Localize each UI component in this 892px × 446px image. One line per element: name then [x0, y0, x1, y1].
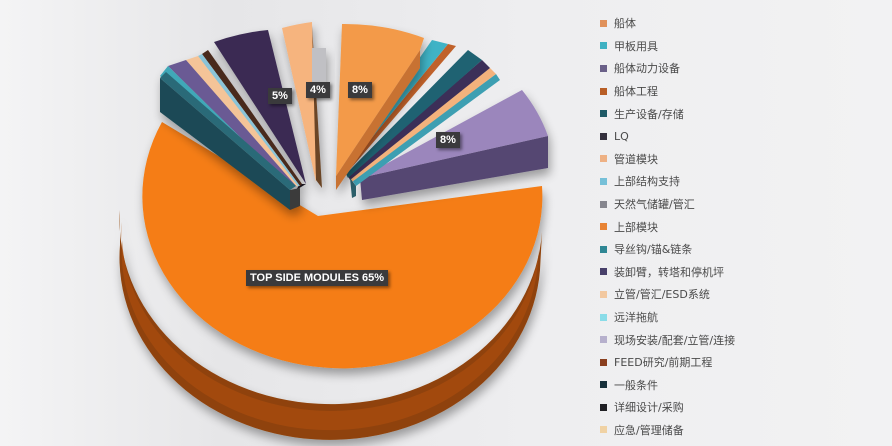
- legend-marker: [600, 177, 607, 185]
- legend-label: 上部结构支持: [614, 175, 680, 189]
- legend-label: FEED研究/前期工程: [614, 356, 713, 370]
- legend-label: LQ: [614, 129, 629, 143]
- legend-marker: [600, 268, 607, 276]
- label-hull: 8%: [348, 82, 372, 98]
- pie-chart: TOP SIDE MODULES 65% 8% 8% 5% 4%: [119, 22, 548, 440]
- legend-label: 船体动力设备: [614, 62, 680, 76]
- slice-piping-modules: [282, 22, 326, 188]
- legend-item: 立管/管汇/ESD系统: [600, 283, 890, 306]
- legend-label: 详细设计/采购: [614, 401, 684, 415]
- legend-marker: [600, 358, 607, 366]
- legend-item: 上部模块: [600, 215, 890, 238]
- legend-label: 装卸臂，转塔和停机坪: [614, 265, 724, 279]
- legend-label: 上部模块: [614, 220, 658, 234]
- legend-marker: [600, 290, 607, 298]
- legend-label: 天然气储罐/管汇: [614, 198, 695, 212]
- legend-label: 一般条件: [614, 378, 658, 392]
- slice-hull: [336, 23, 424, 190]
- legend-marker: [600, 110, 607, 118]
- legend-marker: [600, 426, 607, 434]
- legend-marker: [600, 42, 607, 50]
- legend-label: 船体: [614, 17, 636, 31]
- legend-marker: [600, 132, 607, 140]
- legend-item: 应急/管理储备: [600, 419, 890, 442]
- label-lq: 5%: [268, 88, 292, 104]
- legend-item: 一般条件: [600, 374, 890, 397]
- legend-item: 远洋拖航: [600, 306, 890, 329]
- legend-label: 管道模块: [614, 152, 658, 166]
- legend-marker: [600, 313, 607, 321]
- legend-label: 生产设备/存储: [614, 107, 684, 121]
- legend-marker: [600, 223, 607, 231]
- legend-item: 管道模块: [600, 148, 890, 171]
- label-site-installation: 8%: [436, 132, 460, 148]
- legend-label: 现场安装/配套/立管/连接: [614, 333, 736, 347]
- legend-marker: [600, 381, 607, 389]
- legend-marker: [600, 155, 607, 163]
- legend-label: 船体工程: [614, 85, 658, 99]
- legend-item: 甲板用具: [600, 35, 890, 58]
- legend-label: 立管/管汇/ESD系统: [614, 288, 710, 302]
- legend-item: 装卸臂，转塔和停机坪: [600, 261, 890, 284]
- legend-item: LQ: [600, 125, 890, 148]
- pie-chart-graphic: [119, 22, 548, 440]
- legend-label: 应急/管理储备: [614, 423, 684, 437]
- legend-marker: [600, 403, 607, 411]
- legend-marker: [600, 87, 607, 95]
- legend-label: 甲板用具: [614, 39, 658, 53]
- slices-small-left: [160, 50, 302, 210]
- legend-item: 船体动力设备: [600, 57, 890, 80]
- slice-top-side-modules: [119, 122, 543, 440]
- legend-label: 导丝钩/锚&链条: [614, 243, 693, 257]
- label-top-side-modules: TOP SIDE MODULES 65%: [246, 270, 389, 286]
- legend-marker: [600, 19, 607, 27]
- legend-item: 船体工程: [600, 80, 890, 103]
- legend-marker: [600, 64, 607, 72]
- legend-item: 船体: [600, 12, 890, 35]
- legend-marker: [600, 245, 607, 253]
- legend-item: 详细设计/采购: [600, 396, 890, 419]
- legend-item: FEED研究/前期工程: [600, 351, 890, 374]
- label-piping-modules: 4%: [306, 82, 330, 98]
- legend-item: 导丝钩/锚&链条: [600, 238, 890, 261]
- legend-item: 天然气储罐/管汇: [600, 193, 890, 216]
- legend-item: 现场安装/配套/立管/连接: [600, 328, 890, 351]
- legend-marker: [600, 200, 607, 208]
- chart-legend: 船体 甲板用具 船体动力设备 船体工程 生产设备/存储 LQ 管道模块 上部结构…: [600, 12, 890, 441]
- legend-marker: [600, 336, 607, 344]
- legend-item: 上部结构支持: [600, 170, 890, 193]
- legend-item: 生产设备/存储: [600, 102, 890, 125]
- legend-label: 远洋拖航: [614, 311, 658, 325]
